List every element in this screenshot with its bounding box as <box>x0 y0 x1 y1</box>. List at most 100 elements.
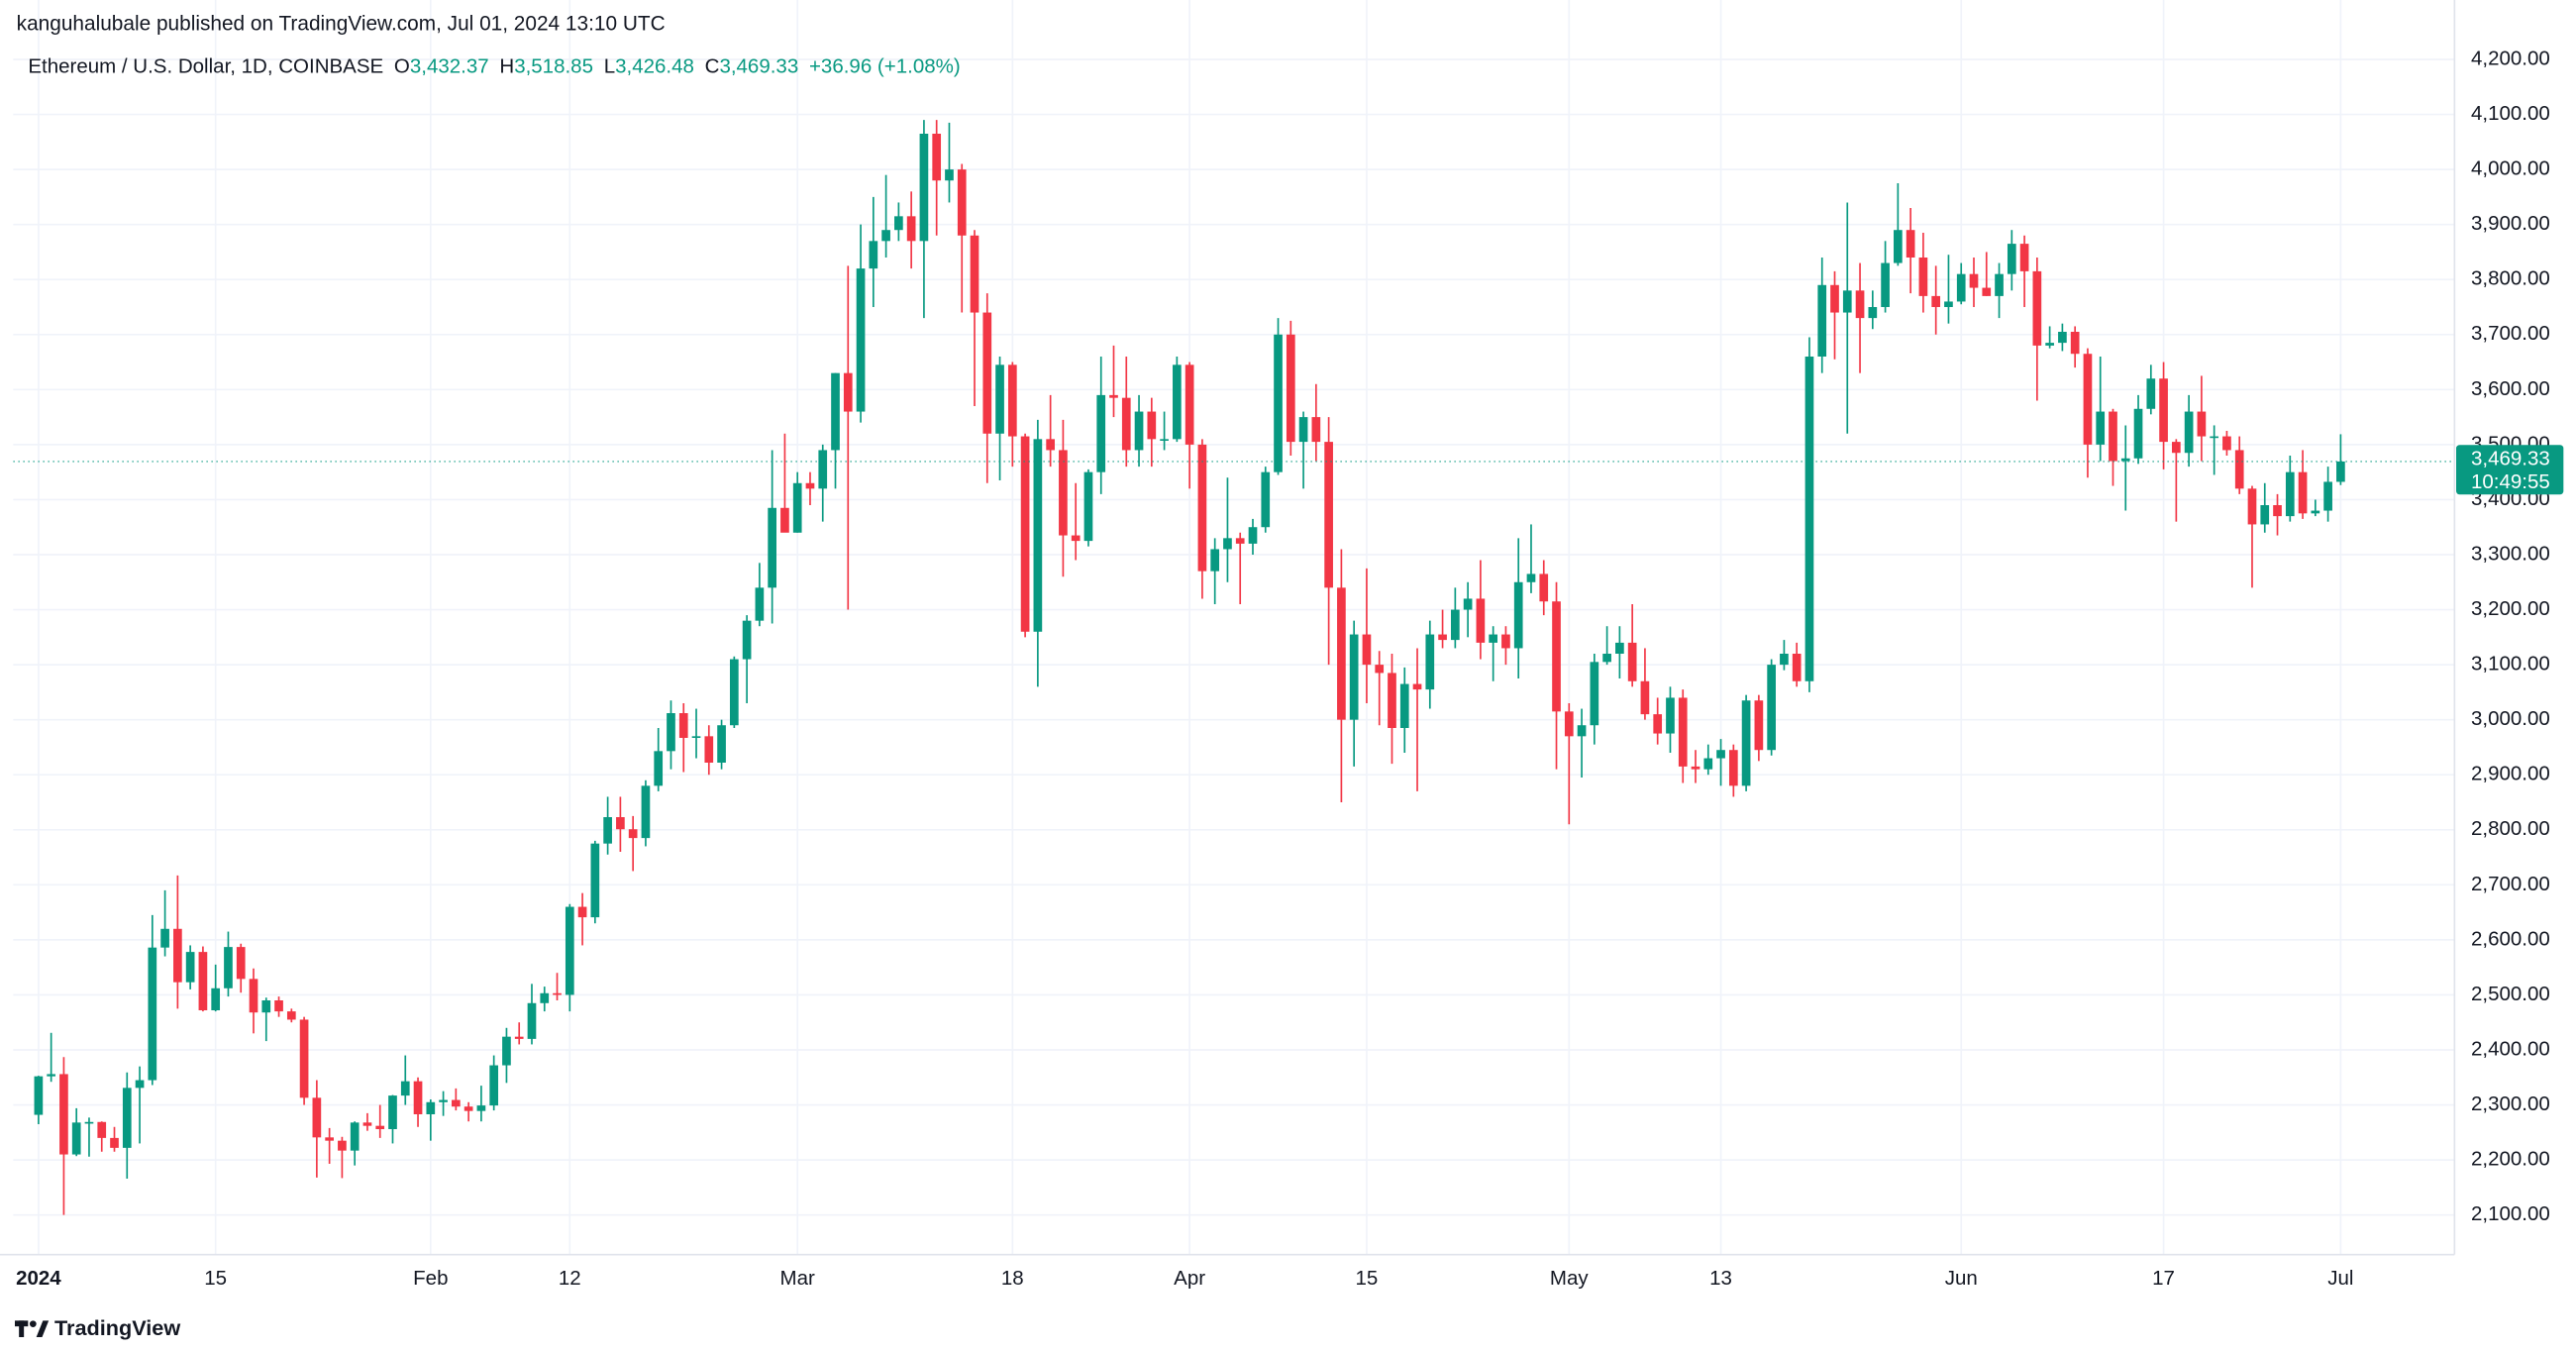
candle-body <box>869 241 878 269</box>
x-tick-label: Mar <box>780 1267 815 1290</box>
y-tick-label: 4,000.00 <box>2471 157 2550 180</box>
candle-body <box>565 906 574 995</box>
x-tick-label: 12 <box>559 1267 581 1290</box>
candle-body <box>1388 673 1396 728</box>
candle-body <box>1134 411 1144 451</box>
y-tick-label: 2,500.00 <box>2471 983 2550 1005</box>
candle-body <box>1463 598 1473 610</box>
candle-body <box>856 268 866 412</box>
x-tick-label: 15 <box>204 1267 227 1290</box>
candle-body <box>1210 549 1220 572</box>
candle-body <box>325 1137 334 1141</box>
candle-body <box>110 1137 119 1148</box>
candle-body <box>1653 714 1663 734</box>
candle-body <box>1476 598 1486 643</box>
candle-body <box>831 372 840 451</box>
candle-body <box>1513 581 1523 649</box>
candle-body <box>982 312 992 434</box>
candle-body <box>2172 442 2181 454</box>
candle-body <box>452 1099 461 1107</box>
x-tick-label: 18 <box>1001 1267 1024 1290</box>
x-tick-label: Jul <box>2327 1267 2353 1290</box>
candle-body <box>1767 665 1776 751</box>
low-value: 3,426.48 <box>615 55 694 78</box>
legend: Ethereum / U.S. Dollar, 1D, COINBASE O3,… <box>28 55 960 78</box>
candle-body <box>400 1081 410 1096</box>
candle-body <box>894 216 903 231</box>
candle-body <box>1602 654 1611 663</box>
candle-body <box>1666 697 1675 734</box>
low-key: L <box>604 55 615 78</box>
x-tick-label: 17 <box>2152 1267 2175 1290</box>
candle-body <box>439 1099 448 1102</box>
candle-body <box>261 1000 271 1013</box>
candle-body <box>1590 662 1599 726</box>
candle-body <box>489 1065 499 1106</box>
x-tick-label: 2024 <box>16 1267 61 1290</box>
candle-body <box>792 482 802 533</box>
candle-body <box>1931 295 1941 307</box>
candle-body <box>1160 439 1169 441</box>
candle-body <box>1982 287 1992 296</box>
candle-body <box>173 928 182 983</box>
candle-body <box>1007 364 1017 437</box>
brand: TradingView <box>54 1315 180 1340</box>
y-tick-label: 2,100.00 <box>2471 1202 2550 1225</box>
candle-body <box>1539 573 1549 602</box>
candle-body <box>2247 488 2257 525</box>
candle-body <box>1489 634 1498 643</box>
candle-body <box>1173 364 1182 440</box>
candle-body <box>185 952 195 983</box>
candle-body <box>2146 378 2156 409</box>
candle-body <box>667 713 675 752</box>
candle-body <box>2323 481 2332 511</box>
candle-body <box>122 1088 132 1148</box>
candle-body <box>2336 461 2345 482</box>
candle-body <box>717 725 726 763</box>
candle-body <box>2045 343 2054 346</box>
candle-body <box>2007 244 2016 274</box>
y-tick-label: 3,900.00 <box>2471 212 2550 235</box>
candle-body <box>1627 642 1637 681</box>
candle-body <box>1248 527 1258 544</box>
candle-body <box>34 1076 44 1115</box>
candle-body <box>1678 697 1688 767</box>
candle-body <box>1109 394 1118 398</box>
candle-body <box>224 947 233 988</box>
candle-body <box>603 817 612 844</box>
candle-body <box>704 736 714 763</box>
logo-part <box>19 1320 25 1337</box>
candle-body <box>1274 334 1283 472</box>
candle-body <box>1096 394 1106 472</box>
candle-body <box>47 1074 55 1077</box>
y-tick-label: 2,600.00 <box>2471 927 2550 950</box>
candle-body <box>312 1097 322 1138</box>
candle-body <box>1817 284 1827 357</box>
change: +36.96 (+1.08%) <box>809 55 961 78</box>
grid <box>13 0 2455 1255</box>
candle-body <box>514 1036 524 1039</box>
candle-body <box>413 1081 423 1114</box>
candle-body <box>2311 510 2320 514</box>
candle-body <box>1969 273 1979 288</box>
x-tick-label: Jun <box>1945 1267 1978 1290</box>
candle-body <box>2184 411 2194 454</box>
candle-body <box>1046 439 1055 451</box>
candle-body <box>1754 700 1764 751</box>
candles <box>34 120 2345 1215</box>
candle-body <box>2159 378 2168 443</box>
candle-body <box>236 947 246 980</box>
candle-body <box>84 1121 94 1124</box>
candle-body <box>1185 364 1194 445</box>
y-tick-label: 3,300.00 <box>2471 542 2550 565</box>
candle-body <box>755 587 765 621</box>
candle-body <box>59 1074 68 1155</box>
y-tick-label: 2,800.00 <box>2471 817 2550 840</box>
candle-body <box>1741 700 1751 786</box>
candle-body <box>2298 471 2308 514</box>
candle-body <box>1261 471 1271 528</box>
candle-body <box>1881 262 1890 307</box>
candle-body <box>2019 244 2029 271</box>
candle-body <box>729 659 739 726</box>
candle-body <box>1121 397 1131 451</box>
